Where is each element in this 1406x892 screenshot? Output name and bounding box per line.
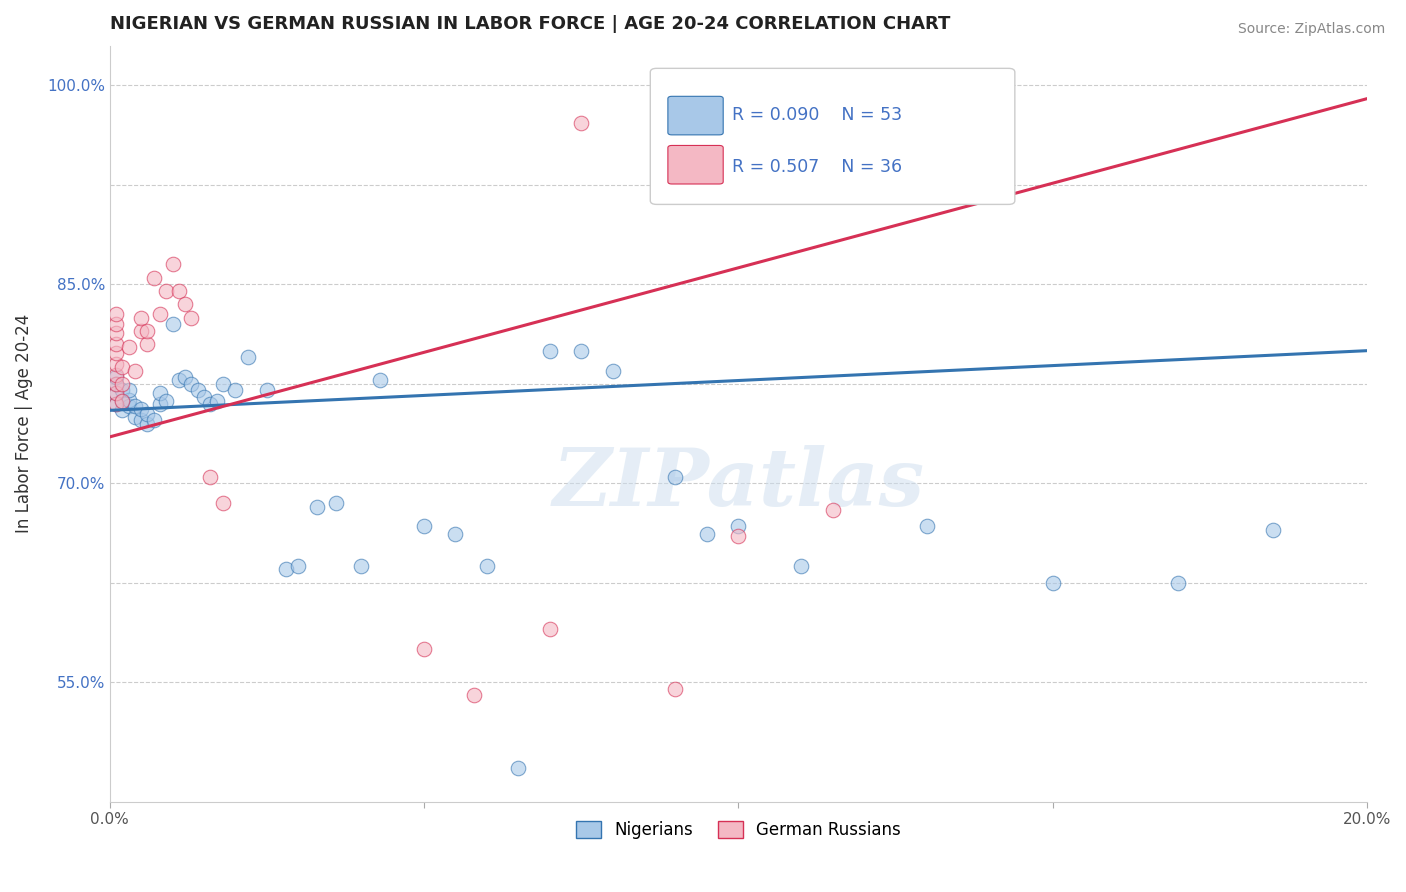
Point	[136, 417, 159, 431]
Text: Source: ZipAtlas.com: Source: ZipAtlas.com	[1237, 22, 1385, 37]
Point	[117, 384, 139, 398]
Point	[105, 357, 128, 371]
Point	[117, 400, 139, 414]
Point	[117, 392, 139, 407]
Point	[256, 384, 278, 398]
Point	[1167, 575, 1189, 590]
Point	[463, 689, 485, 703]
Point	[664, 681, 686, 696]
Point	[274, 562, 297, 576]
Point	[129, 310, 152, 325]
Point	[105, 346, 128, 360]
Point	[105, 397, 128, 411]
Text: R = 0.507    N = 36: R = 0.507 N = 36	[733, 158, 903, 176]
Point	[105, 376, 128, 391]
Point	[180, 310, 202, 325]
Point	[105, 386, 128, 401]
Point	[569, 115, 592, 129]
Point	[538, 622, 561, 636]
Point	[180, 376, 202, 391]
Point	[105, 376, 128, 391]
Point	[200, 469, 222, 483]
Text: NIGERIAN VS GERMAN RUSSIAN IN LABOR FORCE | AGE 20-24 CORRELATION CHART: NIGERIAN VS GERMAN RUSSIAN IN LABOR FORC…	[110, 15, 950, 33]
Point	[508, 761, 530, 775]
Point	[149, 386, 172, 401]
Point	[105, 368, 128, 382]
Point	[124, 363, 146, 377]
Point	[117, 340, 139, 354]
Point	[136, 408, 159, 422]
Point	[727, 518, 749, 533]
Point	[105, 337, 128, 351]
FancyBboxPatch shape	[668, 145, 723, 184]
Point	[200, 397, 222, 411]
Point	[167, 373, 190, 387]
Point	[149, 397, 172, 411]
Point	[105, 307, 128, 321]
Point	[325, 496, 347, 510]
Point	[149, 307, 172, 321]
Point	[368, 373, 391, 387]
FancyBboxPatch shape	[668, 96, 723, 135]
Point	[569, 343, 592, 358]
Point	[187, 384, 209, 398]
Point	[915, 518, 938, 533]
Point	[444, 526, 467, 541]
Point	[307, 500, 329, 515]
Point	[413, 642, 436, 657]
Point	[193, 390, 215, 404]
Point	[915, 92, 938, 106]
Point	[224, 384, 246, 398]
Point	[287, 558, 309, 573]
Point	[155, 394, 177, 409]
Point	[664, 469, 686, 483]
Point	[142, 270, 165, 285]
Point	[212, 496, 235, 510]
Point	[212, 376, 235, 391]
Point	[129, 412, 152, 426]
Point	[105, 326, 128, 341]
Point	[105, 370, 128, 384]
Point	[1042, 575, 1064, 590]
Point	[111, 359, 134, 374]
Point	[821, 503, 844, 517]
Point	[136, 324, 159, 338]
Point	[538, 343, 561, 358]
Point	[174, 297, 197, 311]
FancyBboxPatch shape	[651, 69, 1015, 204]
Point	[602, 363, 624, 377]
Point	[124, 409, 146, 424]
Point	[105, 317, 128, 331]
Point	[111, 376, 134, 391]
Point	[111, 394, 134, 409]
Point	[350, 558, 373, 573]
Point	[1261, 523, 1284, 537]
Point	[129, 324, 152, 338]
Point	[174, 370, 197, 384]
Point	[136, 337, 159, 351]
Point	[111, 384, 134, 398]
Point	[129, 402, 152, 417]
Point	[162, 258, 184, 272]
Legend: Nigerians, German Russians: Nigerians, German Russians	[569, 814, 907, 847]
Point	[111, 403, 134, 417]
Point	[105, 397, 128, 411]
Point	[105, 386, 128, 401]
Text: ZIPatlas: ZIPatlas	[553, 445, 924, 523]
Point	[124, 400, 146, 414]
Point	[205, 394, 228, 409]
Text: R = 0.090    N = 53: R = 0.090 N = 53	[733, 106, 903, 124]
Point	[162, 317, 184, 331]
Point	[155, 284, 177, 298]
Y-axis label: In Labor Force | Age 20-24: In Labor Force | Age 20-24	[15, 314, 32, 533]
Point	[111, 394, 134, 409]
Point	[142, 412, 165, 426]
Point	[475, 558, 498, 573]
Point	[790, 558, 813, 573]
Point	[727, 529, 749, 543]
Point	[413, 518, 436, 533]
Point	[236, 351, 259, 365]
Point	[167, 284, 190, 298]
Point	[696, 526, 718, 541]
